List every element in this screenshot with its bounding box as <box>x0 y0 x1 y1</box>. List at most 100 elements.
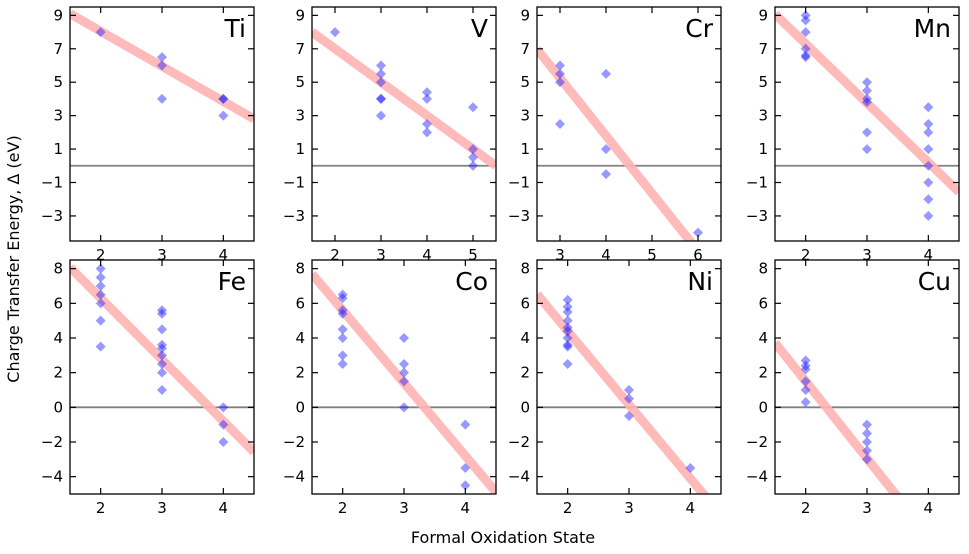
data-point <box>555 119 565 129</box>
data-point <box>422 127 432 138</box>
y-tick-label: 4 <box>758 329 768 347</box>
data-point <box>337 359 348 369</box>
data-point <box>399 367 409 378</box>
panel-mn: 2 3 4 9 7 5 3 1 −1 −3 Mn <box>746 6 960 264</box>
data-point <box>468 144 478 155</box>
data-point <box>601 68 611 79</box>
data-point <box>422 119 432 129</box>
y-tick-label: 0 <box>520 398 530 416</box>
data-point <box>337 324 348 335</box>
data-point <box>95 341 106 352</box>
y-tick-label: 2 <box>520 364 530 382</box>
data-point <box>562 339 573 350</box>
data-point <box>376 68 386 79</box>
data-point <box>862 97 872 108</box>
data-point <box>800 27 811 38</box>
data-point <box>624 385 634 395</box>
data-point <box>218 419 229 430</box>
data-point <box>862 428 872 439</box>
data-point <box>862 93 872 104</box>
data-point <box>562 322 573 333</box>
data-point <box>330 27 340 38</box>
y-tick-label: −1 <box>746 174 768 192</box>
data-point <box>157 52 167 63</box>
x-tick-label: 4 <box>924 246 934 264</box>
y-tick-label: 3 <box>295 107 305 125</box>
data-point <box>157 93 167 104</box>
data-point <box>422 93 432 104</box>
y-tick-label: 2 <box>295 364 305 382</box>
y-tick-label: 2 <box>53 364 63 382</box>
data-point <box>399 333 409 343</box>
panel-cr: 3 4 5 6 9 7 5 3 1 −1 −3 Cr <box>508 6 722 264</box>
y-tick-label: −1 <box>508 174 530 192</box>
data-point <box>601 144 611 155</box>
data-point <box>399 376 409 387</box>
element-label: Ni <box>687 267 713 296</box>
data-point <box>800 43 811 54</box>
y-tick-label: −3 <box>746 207 768 225</box>
data-point <box>862 445 872 456</box>
fit-line <box>775 339 902 494</box>
fit-line <box>537 46 696 241</box>
data-point <box>468 102 478 113</box>
x-tick-label: 2 <box>96 246 106 264</box>
y-tick-label: −4 <box>508 468 530 486</box>
data-point <box>800 397 811 408</box>
y-tick-label: 5 <box>520 73 530 91</box>
y-tick-label: 0 <box>758 398 768 416</box>
fit-line <box>312 270 496 494</box>
data-point <box>460 480 471 491</box>
y-tick-label: 5 <box>758 73 768 91</box>
element-label: Mn <box>914 14 951 43</box>
data-point <box>624 393 634 404</box>
data-point <box>562 341 573 352</box>
data-point <box>218 93 229 104</box>
y-tick-label: 3 <box>520 107 530 125</box>
data-point <box>95 272 106 283</box>
x-tick-label: 3 <box>399 499 409 517</box>
data-point <box>157 343 167 354</box>
x-tick-label: 3 <box>157 246 167 264</box>
data-point <box>800 355 811 366</box>
y-tick-label: 8 <box>520 260 530 278</box>
data-point <box>800 364 811 375</box>
data-point <box>862 454 872 465</box>
data-point <box>601 169 611 180</box>
x-tick-label: 3 <box>862 499 872 517</box>
data-point <box>218 437 229 447</box>
data-point <box>376 93 386 104</box>
data-point <box>800 50 811 61</box>
data-point <box>923 177 934 188</box>
y-tick-label: 4 <box>53 329 63 347</box>
element-label: Cr <box>685 14 713 43</box>
data-point <box>685 463 696 473</box>
x-tick-label: 4 <box>461 499 471 517</box>
y-tick-label: 9 <box>758 6 768 24</box>
data-point <box>95 315 106 326</box>
panel-fe: 2 3 4 8 6 4 2 0 −2 −4 Fe <box>41 259 255 517</box>
data-point <box>337 305 348 316</box>
data-point <box>218 93 229 104</box>
data-point <box>923 210 934 221</box>
data-point <box>923 119 934 129</box>
x-tick-label: 3 <box>157 499 167 517</box>
data-point <box>800 15 811 26</box>
y-tick-label: −2 <box>746 433 768 451</box>
element-label: Ti <box>224 14 246 43</box>
x-tick-label: 4 <box>686 499 696 517</box>
data-point <box>218 402 229 413</box>
data-point <box>562 294 573 305</box>
y-axis-label: Charge Transfer Energy, Δ (eV) <box>4 135 23 382</box>
fit-line <box>775 10 959 196</box>
data-point <box>555 68 565 79</box>
data-point <box>337 350 348 361</box>
element-label: Fe <box>218 267 246 296</box>
data-point <box>800 376 811 387</box>
y-tick-label: 7 <box>295 40 305 58</box>
data-point <box>923 127 934 138</box>
panel-ti: 2 3 4 9 7 5 3 1 −1 −3 Ti <box>41 6 255 264</box>
y-tick-label: −4 <box>41 468 63 486</box>
y-tick-label: 0 <box>295 398 305 416</box>
